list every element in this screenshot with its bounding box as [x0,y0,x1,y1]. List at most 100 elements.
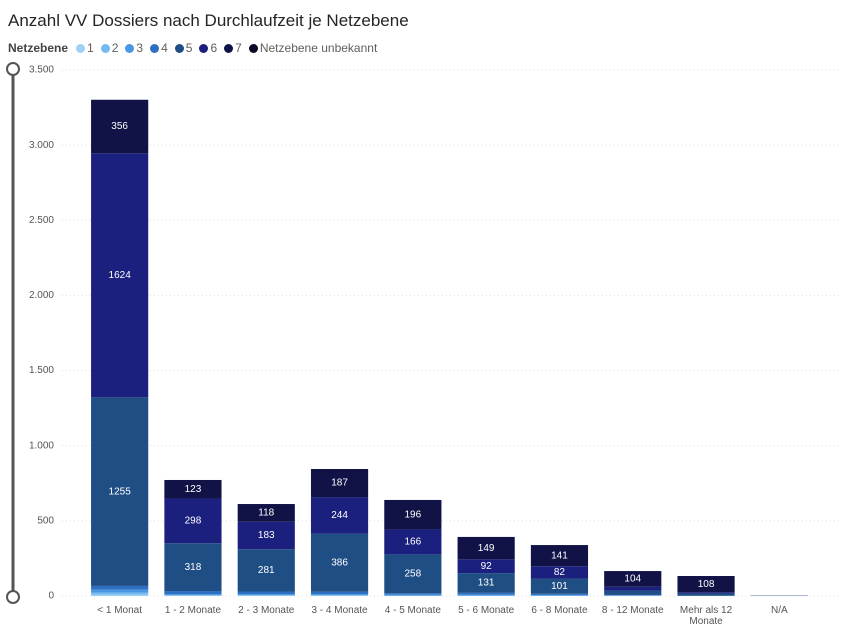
bar-segment [164,479,222,499]
data-label: 356 [111,121,128,132]
bar-segment [457,594,515,596]
legend: Netzebene 1 2 3 4 5 6 7 Netzebene unbekannt [8,41,380,55]
bar-segment [237,504,295,522]
legend-item: 6 [199,41,217,55]
bar-segment [164,591,222,595]
data-label: 281 [258,565,275,576]
data-label: 101 [551,581,568,592]
bar-segment [91,589,149,593]
legend-item: 2 [100,41,119,55]
data-label: 244 [331,510,348,521]
legend-label: 7 [235,41,242,55]
bar-segment [310,469,369,498]
bar-segment [530,578,589,594]
data-label: 92 [481,561,493,572]
bar-segment [237,549,295,592]
bar-segment [384,499,442,530]
bar-segment [237,591,295,595]
bar-segment [310,591,369,595]
data-label: 183 [258,530,275,541]
data-label: 104 [624,574,641,585]
bar-segment [91,594,149,596]
bar-segment [677,593,735,596]
bar-segment [604,571,662,587]
legend-item: 4 [150,41,168,55]
data-label: 187 [331,478,348,489]
x-tick-label: 6 - 8 Monate [531,605,588,616]
data-label: 1624 [109,270,132,281]
y-tick-label: 0 [48,591,54,602]
data-label: 123 [185,484,202,495]
bar-segment [457,573,515,593]
legend-swatch [199,43,209,53]
bar-segment [91,153,149,398]
legend-item: 5 [174,41,193,55]
bar-segment [164,594,222,596]
y-tick-label: 3.000 [29,140,54,151]
data-label: 1255 [109,486,132,497]
legend-swatch [125,43,135,53]
bar-segment [91,397,149,586]
data-label: 149 [478,543,495,554]
x-tick-label: < 1 Monat [97,605,143,616]
y-tick-label: 1.000 [29,440,54,451]
legend-swatch [150,43,160,53]
y-tick-label: 1.500 [29,365,54,376]
bar-segment [677,592,735,594]
bar-segment [677,576,735,593]
x-tick-label: 8 - 12 Monate [601,605,664,616]
x-tick-label: N/A [771,605,788,616]
chart-title: Anzahl VV Dossiers nach Durchlaufzeit je… [8,11,409,30]
bar-segment [91,592,149,595]
data-label: 118 [258,508,274,519]
slider-handle[interactable] [6,590,20,604]
legend-label: 4 [161,41,168,55]
data-label: 298 [185,515,202,526]
data-label: 386 [331,557,348,568]
bar-segment [457,536,515,560]
data-label: 131 [478,578,495,589]
legend-swatch [248,43,258,53]
legend-label: 6 [210,41,218,55]
bar-segment [530,566,589,579]
data-label: 141 [551,550,568,561]
bar-segment [604,586,662,591]
data-label: 82 [554,567,566,578]
bar-segment [164,543,222,592]
legend-item: 3 [125,41,143,55]
data-label: 166 [405,537,422,548]
legend-swatch [76,43,86,53]
x-tick-label: 4 - 5 Monate [384,605,441,616]
legend-swatch [174,43,184,53]
bar-segment [91,99,149,154]
bar-segment [604,590,662,595]
bar-segment [310,594,369,596]
y-tick-label: 500 [37,515,54,526]
legend-swatch [224,43,234,53]
data-label: 258 [405,568,422,579]
x-tick-label: Mehr als 12 Monate [679,605,733,627]
bar-segment [384,529,442,555]
legend-label: 5 [185,41,193,55]
bar-segment [310,497,369,534]
legend-label: 3 [136,41,144,55]
bar-segment [384,593,442,595]
legend-label: 2 [111,41,119,55]
y-tick-label: 2.500 [29,215,54,226]
bar-segment [164,498,222,544]
bar-segment [91,585,149,590]
slider-handle[interactable] [6,62,20,76]
x-tick-label: 2 - 3 Monate [238,605,295,616]
legend-item: Netzebene unbekannt [248,41,377,55]
data-label: 108 [698,579,715,590]
legend-item: 1 [76,41,94,55]
data-label: 318 [185,562,202,573]
bar-segment [237,594,295,596]
bar-segment [530,594,589,596]
x-tick-label: 1 - 2 Monate [164,605,222,616]
bar-segment [237,521,295,550]
legend-swatch [100,43,110,53]
data-label: 196 [405,509,422,520]
